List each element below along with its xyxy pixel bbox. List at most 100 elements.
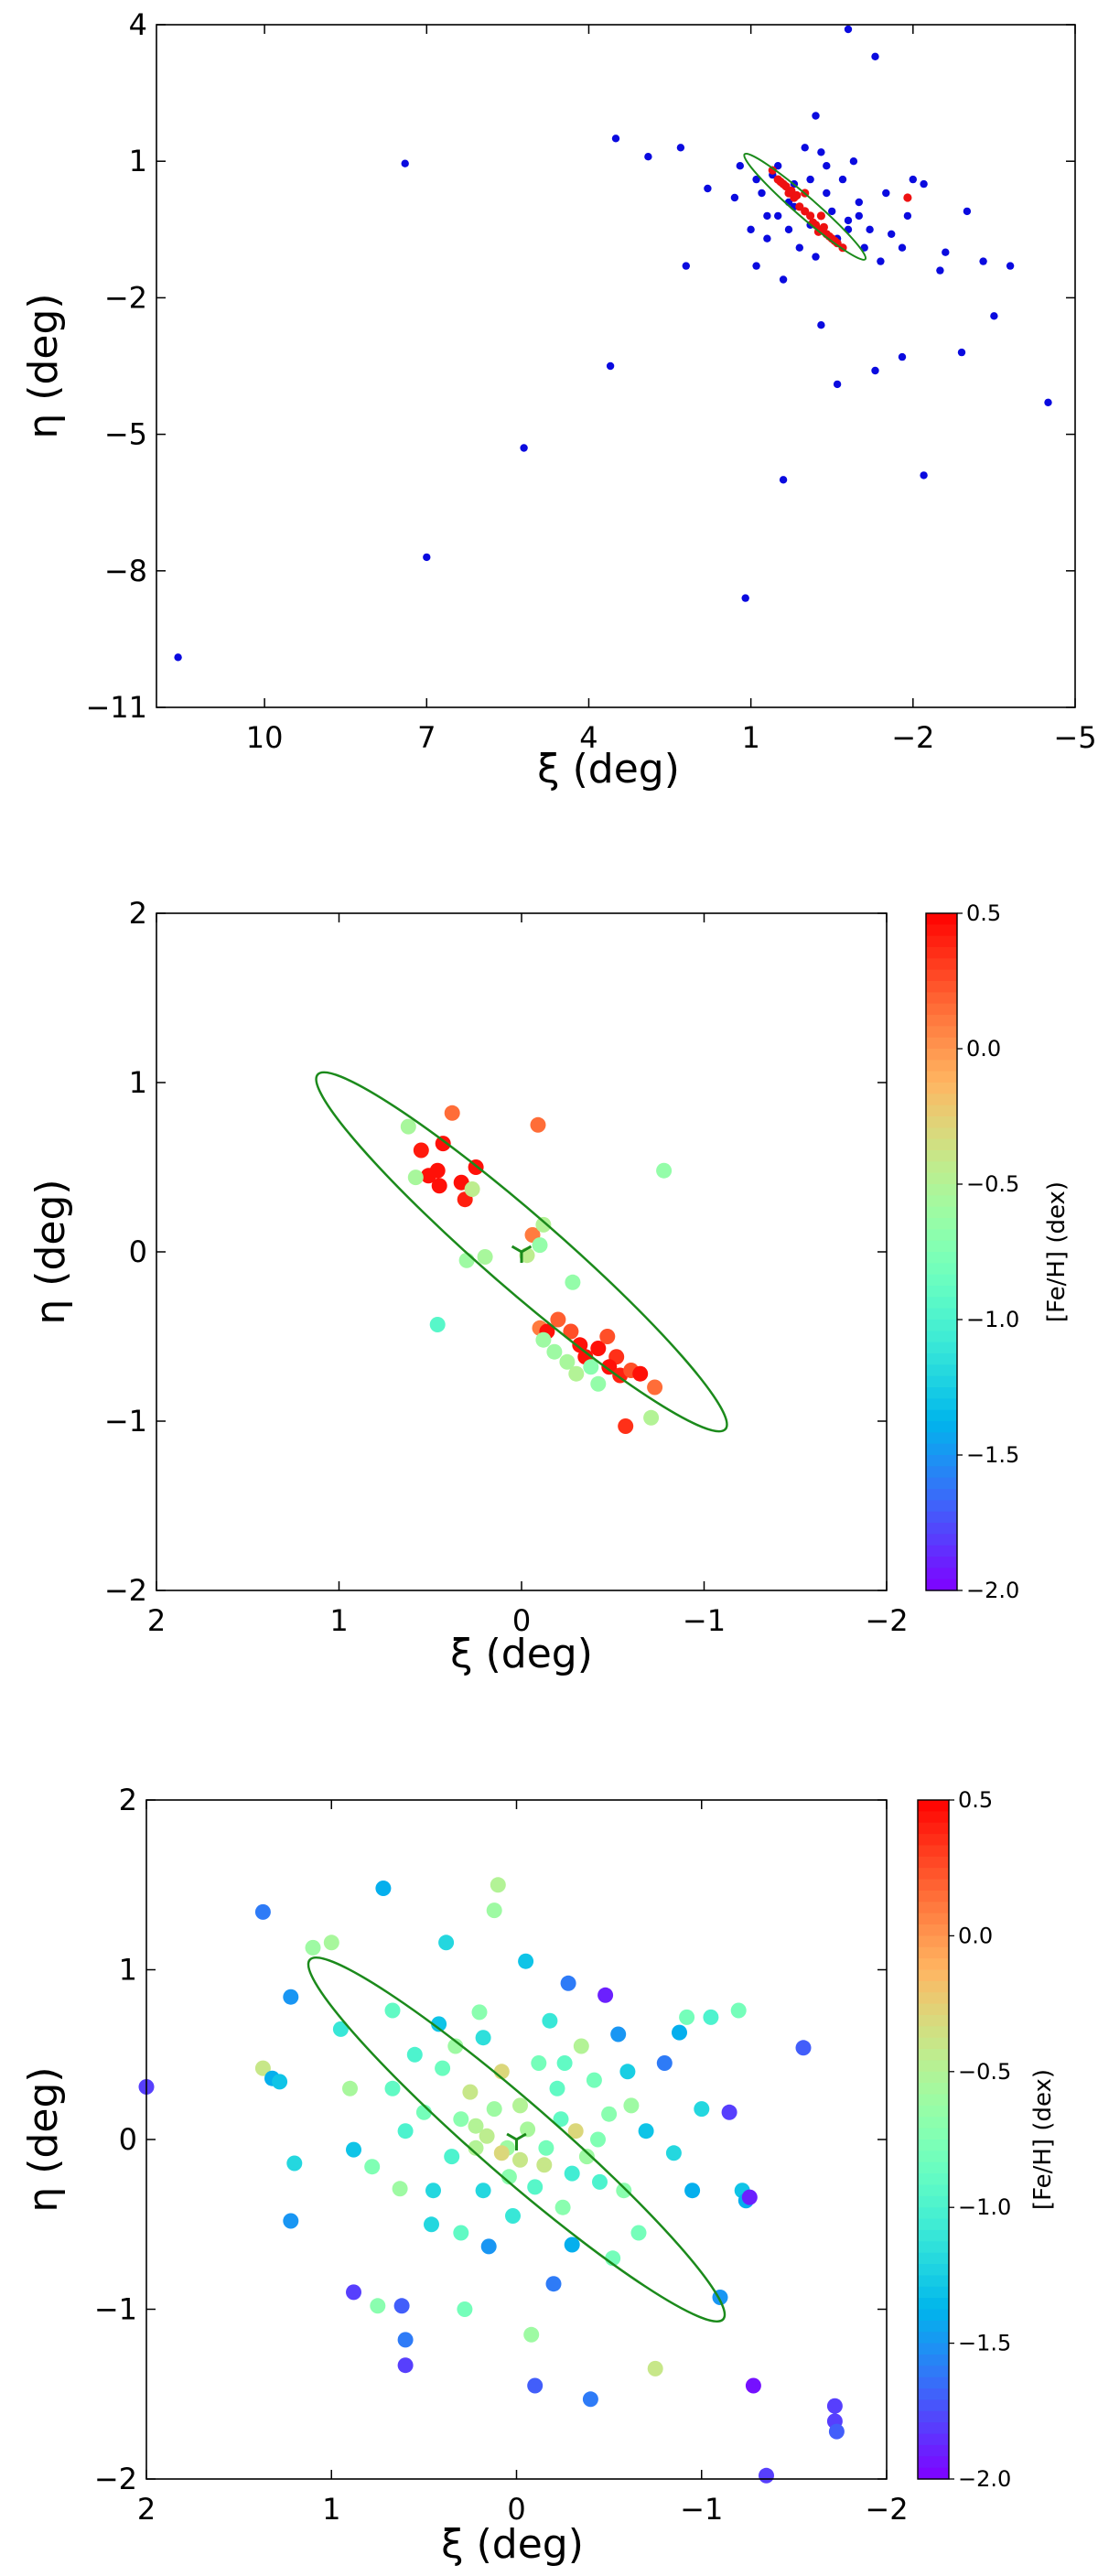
star-point xyxy=(305,1939,321,1956)
colorbar-segment xyxy=(926,1252,957,1264)
colorbar-segment xyxy=(918,1845,949,1858)
panel-2-colorbar-label: [Fe/H] (dex) xyxy=(1043,1181,1071,1322)
colorbar-segment xyxy=(926,1184,957,1196)
panel-1-ticks: 10 7 4 1 −2 −5 −11 −8 −5 −2 1 4 xyxy=(85,7,1096,755)
y-tick-label: 2 xyxy=(129,896,147,931)
star-point xyxy=(397,2123,414,2139)
x-tick-label: −2 xyxy=(865,2492,908,2527)
panel-2-ellipse xyxy=(315,1071,728,1433)
colorbar-segment xyxy=(926,1342,957,1354)
star-point xyxy=(536,2157,553,2173)
colorbar-segment xyxy=(926,1364,957,1377)
star-point xyxy=(425,2183,441,2199)
field-star-point xyxy=(752,262,760,270)
field-star-point xyxy=(833,380,842,389)
field-star-point xyxy=(606,361,615,371)
star-point xyxy=(479,2128,495,2144)
field-star-point xyxy=(763,234,771,243)
star-point xyxy=(286,2155,303,2172)
field-star-point xyxy=(801,144,809,152)
star-point xyxy=(254,1903,271,1920)
star-point xyxy=(546,1343,563,1360)
star-point xyxy=(542,2012,558,2029)
field-star-point xyxy=(909,175,917,184)
field-star-point xyxy=(752,175,760,184)
colorbar-segment xyxy=(926,1172,957,1185)
colorbar-segment xyxy=(926,1206,957,1219)
colorbar-segment xyxy=(918,2173,949,2186)
x-tick-label: 1 xyxy=(322,2492,340,2527)
colorbar-segment xyxy=(926,1240,957,1253)
star-point xyxy=(590,2131,606,2148)
colorbar-segment xyxy=(918,2366,949,2378)
colorbar-segment xyxy=(926,935,957,948)
y-tick-label: 1 xyxy=(129,144,147,178)
member-star-point xyxy=(903,193,912,202)
colorbar-segment xyxy=(918,2229,949,2242)
colorbar-segment xyxy=(926,1274,957,1287)
x-tick-label: 0 xyxy=(512,1603,531,1638)
star-point xyxy=(616,2183,632,2199)
field-star-point xyxy=(784,225,793,233)
colorbar-segment xyxy=(918,2286,949,2299)
colorbar-segment xyxy=(918,1902,949,1914)
y-tick-label: 4 xyxy=(129,7,147,42)
colorbar-segment xyxy=(918,2354,949,2366)
star-point xyxy=(370,2298,386,2314)
colorbar-segment xyxy=(926,1116,957,1128)
star-point xyxy=(590,1341,607,1356)
colorbar-segment xyxy=(926,1003,957,1016)
field-star-point xyxy=(882,189,890,198)
field-star-point xyxy=(704,184,712,193)
star-point xyxy=(429,1162,446,1179)
colorbar-segment xyxy=(926,1138,957,1151)
panel-1-points xyxy=(174,25,1052,662)
star-point xyxy=(346,2141,361,2158)
star-point xyxy=(407,1169,424,1186)
field-star-point xyxy=(838,175,847,184)
colorbar-segment xyxy=(918,2014,949,2027)
star-point xyxy=(564,2165,580,2182)
colorbar-segment xyxy=(918,1834,949,1847)
star-point xyxy=(435,2060,451,2076)
field-star-point xyxy=(795,243,803,252)
panel-2-colorbar: 0.5 0.0 −0.5 −1.0 −1.5 −2.0 xyxy=(925,900,1019,1603)
x-tick-label: 7 xyxy=(417,720,436,755)
star-point xyxy=(703,2009,719,2025)
panel-3-ticks: 2 1 0 −1 −2 −2 −1 0 1 2 xyxy=(94,1783,909,2527)
colorbar-segment xyxy=(918,1856,949,1869)
x-tick-label: 2 xyxy=(147,1603,166,1638)
field-star-point xyxy=(736,162,744,170)
star-point xyxy=(550,1311,566,1328)
star-point xyxy=(656,1162,673,1179)
colorbar-segment xyxy=(918,2275,949,2288)
field-star-point xyxy=(963,207,972,216)
field-star-point xyxy=(920,179,928,189)
colorbar-tick-label: 0.0 xyxy=(966,1036,1001,1062)
star-point xyxy=(532,1237,548,1254)
star-point xyxy=(618,1418,634,1434)
star-point xyxy=(464,1181,480,1197)
colorbar-tick-label: 0.0 xyxy=(958,1923,993,1948)
panel-3-colorbar: 0.5 0.0 −0.5 −1.0 −1.5 −2.0 xyxy=(917,1787,1011,2492)
star-point xyxy=(559,1353,576,1370)
star-point xyxy=(444,1105,460,1121)
star-point xyxy=(283,2213,299,2229)
star-point xyxy=(493,2145,510,2161)
star-point xyxy=(453,2225,469,2241)
x-tick-label: 1 xyxy=(741,720,759,755)
colorbar-segment xyxy=(918,2161,949,2174)
field-star-point xyxy=(936,266,944,275)
star-point xyxy=(549,2080,565,2096)
star-point xyxy=(429,1317,446,1332)
colorbar-segment xyxy=(918,2444,949,2457)
colorbar-tick-label: −0.5 xyxy=(958,2059,1011,2085)
y-tick-label: −8 xyxy=(104,554,147,588)
star-point xyxy=(721,2104,737,2120)
colorbar-segment xyxy=(918,2467,949,2480)
field-star-point xyxy=(774,211,782,221)
field-star-point xyxy=(898,352,907,361)
colorbar-segment xyxy=(918,1992,949,2005)
star-point xyxy=(597,1987,614,2003)
